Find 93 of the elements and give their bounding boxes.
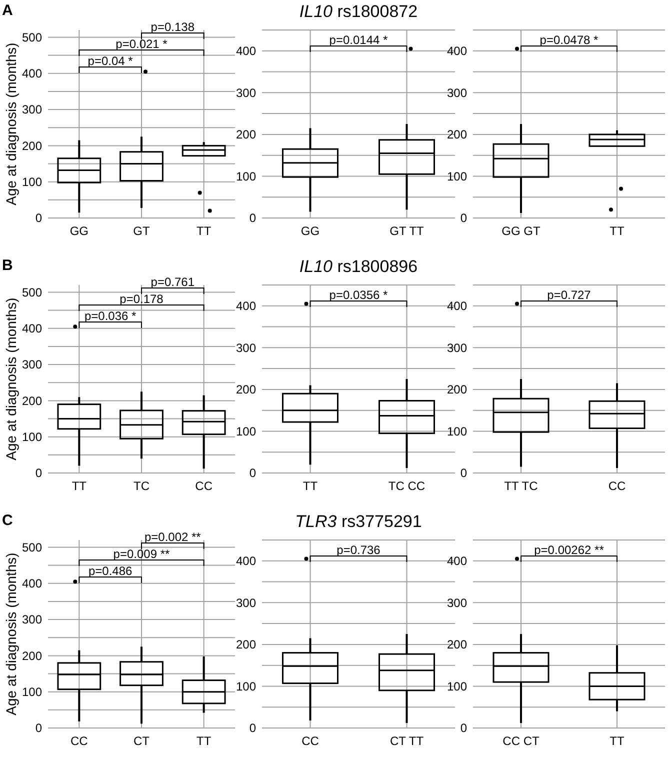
y-tick-label: 300 [22, 612, 42, 627]
y-tick-label: 400 [22, 322, 42, 336]
y-tick-label: 500 [22, 285, 42, 300]
annotation: p=0.0144 * [329, 33, 388, 47]
y-tick-label: 400 [236, 299, 256, 314]
annotation: p=0.736 [336, 543, 381, 557]
y-tick-label: 0 [35, 466, 42, 480]
y-tick-label: 400 [22, 576, 42, 591]
chart-title: B [2, 257, 13, 274]
y-tick-label: 0 [460, 721, 468, 736]
y-tick-label: 200 [236, 382, 256, 397]
y-tick-label: 300 [446, 86, 468, 100]
x-tick-label: TT [196, 734, 212, 748]
x-tick-label: GG [300, 224, 320, 238]
annotation: p=0.178 [120, 292, 164, 306]
chart-title: IL10 rs1800896 [299, 257, 418, 276]
x-tick-label: TT [196, 224, 212, 238]
y-tick-label: 400 [236, 44, 256, 58]
y-tick-label: 100 [236, 169, 256, 184]
y-tick-label: 0 [249, 211, 256, 226]
x-tick-label: GG [70, 224, 89, 238]
y-tick-label: 300 [236, 86, 256, 100]
y-tick-label: 300 [236, 340, 256, 355]
x-tick-label: CC CT [502, 734, 540, 748]
y-tick-label: 200 [446, 128, 468, 142]
y-tick-label: 400 [446, 44, 468, 58]
annotation: p=0.727 [547, 288, 592, 302]
y-tick-label: 400 [446, 554, 468, 568]
x-tick-label: TC CC [388, 479, 426, 493]
y-tick-label: 300 [22, 358, 42, 372]
y-tick-label: 300 [236, 596, 256, 610]
x-tick-label: CC [608, 479, 626, 493]
y-tick-label: 500 [22, 540, 42, 554]
y-tick-label: 100 [22, 175, 42, 190]
annotation: p=0.0356 * [329, 288, 388, 302]
annotation: p=0.021 * [116, 37, 168, 51]
y-axis-title: Age at diagnosis (months) [3, 42, 19, 206]
annotation: p=0.138 [150, 20, 195, 34]
x-tick-label: CT [134, 734, 150, 748]
y-tick-label: 100 [446, 679, 468, 694]
x-tick-label: GT TT [390, 224, 425, 238]
y-axis-title: Age at diagnosis (months) [3, 552, 19, 716]
y-tick-label: 100 [446, 424, 468, 438]
x-tick-label: CC [302, 734, 320, 748]
y-tick-label: 300 [446, 340, 468, 355]
x-tick-label: TT [610, 224, 625, 238]
y-tick-label: 200 [22, 394, 42, 408]
annotation: p=0.486 [88, 564, 133, 578]
chart-title: C [2, 512, 13, 529]
x-tick-label: GG GT [502, 224, 541, 238]
y-tick-label: 300 [22, 102, 42, 117]
x-tick-label: TT [610, 734, 625, 748]
chart-title: A [2, 2, 13, 19]
x-tick-label: CT TT [390, 734, 424, 748]
y-tick-label: 200 [446, 382, 468, 397]
x-tick-label: TC [134, 479, 150, 493]
y-tick-label: 0 [249, 721, 256, 736]
y-tick-label: 0 [35, 721, 42, 736]
y-tick-label: 0 [460, 466, 468, 480]
annotation: p=0.761 [150, 275, 195, 289]
y-tick-label: 0 [249, 466, 256, 480]
x-tick-label: CC [70, 734, 88, 748]
y-tick-label: 100 [236, 679, 256, 694]
x-tick-label: CC [195, 479, 213, 493]
x-tick-label: TT TC [504, 479, 538, 493]
y-tick-label: 0 [460, 211, 468, 226]
chart-title: TLR3 rs3775291 [295, 512, 422, 531]
y-tick-label: 200 [446, 638, 468, 652]
y-tick-label: 100 [22, 685, 42, 700]
annotation: p=0.04 * [88, 54, 134, 68]
y-tick-label: 100 [236, 424, 256, 438]
y-tick-label: 200 [236, 128, 256, 142]
y-tick-label: 100 [22, 430, 42, 444]
annotation: p=0.009 ** [113, 547, 170, 561]
y-tick-label: 400 [236, 554, 256, 568]
y-tick-label: 300 [446, 596, 468, 610]
annotation: p=0.036 * [84, 309, 137, 323]
x-tick-label: TT [72, 479, 88, 493]
y-tick-label: 200 [22, 648, 42, 663]
y-tick-label: 400 [446, 299, 468, 314]
y-tick-label: 200 [22, 138, 42, 153]
x-tick-label: TT [302, 479, 318, 493]
annotation: p=0.0478 * [540, 33, 599, 47]
annotation: p=0.00262 ** [534, 543, 604, 557]
annotation: p=0.002 ** [144, 530, 202, 544]
chart-title: IL10 rs1800872 [299, 2, 418, 21]
y-tick-label: 100 [446, 169, 468, 184]
y-tick-label: 200 [236, 638, 256, 652]
y-tick-label: 400 [22, 66, 42, 81]
y-tick-label: 0 [35, 211, 42, 226]
x-tick-label: GT [133, 224, 150, 238]
y-tick-label: 500 [22, 30, 42, 44]
y-axis-title: Age at diagnosis (months) [3, 298, 19, 460]
